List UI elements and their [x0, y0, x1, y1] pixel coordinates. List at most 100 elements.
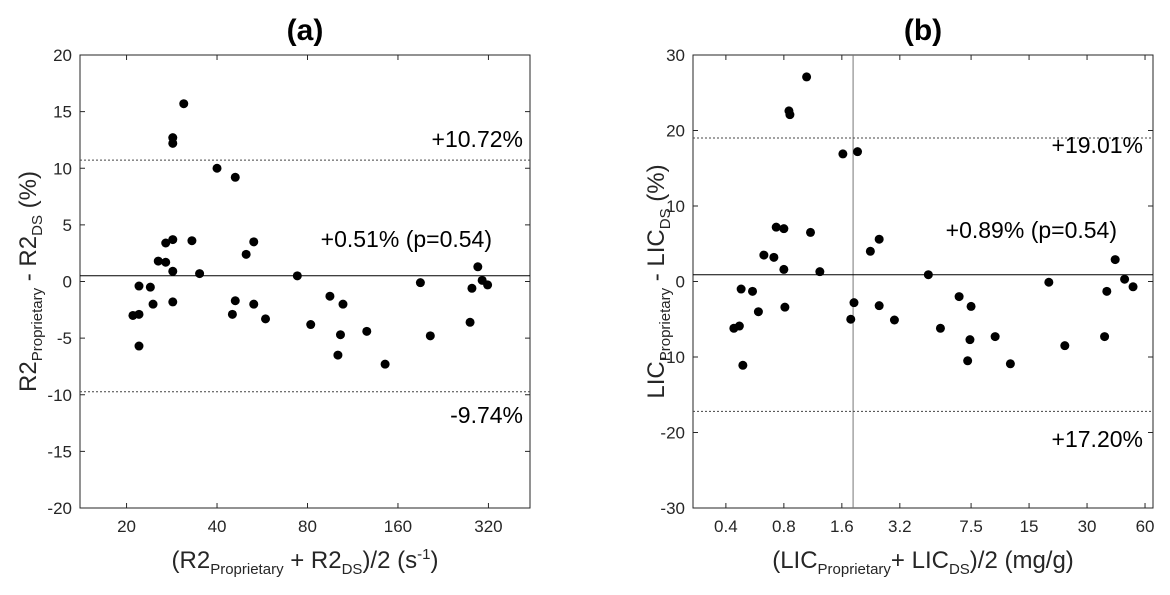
data-point — [785, 110, 795, 120]
x-tick-label: 80 — [298, 517, 317, 536]
y-tick-label: -5 — [57, 329, 72, 348]
data-point — [853, 147, 863, 157]
y-tick-label: -30 — [660, 499, 685, 518]
y-tick-label: -20 — [660, 424, 685, 443]
x-tick-label: 40 — [208, 517, 227, 536]
x-tick-label: 20 — [117, 517, 136, 536]
data-point — [1100, 332, 1110, 342]
data-point — [145, 282, 155, 292]
panel-title: (a) — [287, 14, 324, 47]
data-point — [806, 227, 816, 237]
x-tick-label: 60 — [1136, 517, 1155, 536]
data-point — [161, 257, 171, 267]
y-axis-label: LICProprietary - LICDS (%) — [643, 164, 674, 398]
y-tick-label: 20 — [53, 46, 72, 65]
data-point — [306, 320, 316, 330]
y-tick-label: 15 — [53, 103, 72, 122]
data-point — [1120, 274, 1130, 284]
x-tick-label: 160 — [384, 517, 412, 536]
panel-b: (b) -30 -20 -10 0 10 20 30 0.4 0.8 1.6 3.2 7.5 15 30 60… — [643, 14, 1154, 578]
data-point — [738, 360, 748, 370]
upper-limit-annotation: +19.01% — [1052, 132, 1143, 158]
data-point — [954, 292, 964, 302]
data-point — [990, 332, 1000, 342]
data-point — [230, 172, 240, 182]
y-tick-label: -15 — [47, 442, 72, 461]
y-tick-label: 0 — [676, 273, 685, 292]
y-tick-label: -10 — [660, 348, 685, 367]
data-point — [849, 298, 859, 308]
data-point — [963, 356, 973, 366]
y-tick-label: -10 — [47, 386, 72, 405]
data-point — [168, 266, 178, 276]
data-point — [134, 309, 144, 319]
data-point — [179, 99, 189, 109]
x-axis-label: (R2Proprietary + R2DS)/2 (s-1) — [172, 546, 439, 578]
data-point — [415, 278, 425, 288]
data-point — [1044, 277, 1054, 287]
data-point — [736, 284, 746, 294]
data-point — [187, 236, 197, 246]
data-point — [380, 359, 390, 369]
data-point — [134, 281, 144, 291]
data-point — [168, 297, 178, 307]
data-point — [769, 252, 779, 262]
mean-bias-annotation: +0.89% (p=0.54) — [946, 217, 1117, 243]
data-point — [779, 224, 789, 234]
data-point — [241, 249, 251, 259]
data-point — [779, 264, 789, 274]
data-point — [838, 149, 848, 159]
plot-frame — [79, 54, 531, 509]
y-tick-label: 5 — [63, 216, 72, 235]
data-point — [1102, 286, 1112, 296]
data-point — [249, 237, 259, 247]
y-tick-label: 0 — [63, 273, 72, 292]
data-point — [759, 250, 769, 260]
data-point — [923, 270, 933, 280]
x-tick-label: 15 — [1020, 517, 1039, 536]
data-point — [362, 326, 372, 336]
data-point — [230, 296, 240, 306]
data-point — [1005, 359, 1015, 369]
data-point — [1128, 282, 1138, 292]
data-point — [292, 271, 302, 281]
data-point — [846, 314, 856, 324]
data-point — [249, 299, 259, 309]
data-point — [473, 262, 483, 272]
data-point — [333, 350, 343, 360]
data-point — [161, 238, 171, 248]
data-point — [771, 222, 781, 232]
x-tick-label: 7.5 — [959, 517, 983, 536]
data-point — [134, 341, 144, 351]
data-point — [966, 301, 976, 311]
data-point — [168, 235, 178, 245]
y-tick-label: -20 — [47, 499, 72, 518]
data-point — [148, 299, 158, 309]
data-point — [815, 267, 825, 277]
data-point — [465, 317, 475, 327]
data-point — [195, 269, 205, 279]
data-point — [212, 163, 222, 173]
x-axis-label: (LICProprietary+ LICDS)/2 (mg/g) — [772, 547, 1074, 578]
lower-limit-annotation: -9.74% — [450, 402, 523, 428]
data-point — [261, 314, 271, 324]
data-point — [734, 321, 744, 331]
x-tick-label: 3.2 — [888, 517, 912, 536]
data-point — [753, 307, 763, 317]
data-point — [168, 138, 178, 148]
data-point — [748, 286, 758, 296]
y-axis-label: R2Proprietary - R2DS (%) — [15, 171, 46, 392]
y-tick-label: 20 — [666, 122, 685, 141]
data-point — [802, 72, 812, 82]
data-point — [1110, 255, 1120, 265]
data-point — [780, 302, 790, 312]
data-point — [483, 280, 493, 290]
mean-bias-annotation: +0.51% (p=0.54) — [321, 226, 492, 252]
data-point — [874, 301, 884, 311]
y-tick-label: 10 — [53, 159, 72, 178]
data-point — [889, 315, 899, 325]
data-point — [467, 283, 477, 293]
x-tick-label: 1.6 — [830, 517, 854, 536]
data-point — [425, 331, 435, 341]
